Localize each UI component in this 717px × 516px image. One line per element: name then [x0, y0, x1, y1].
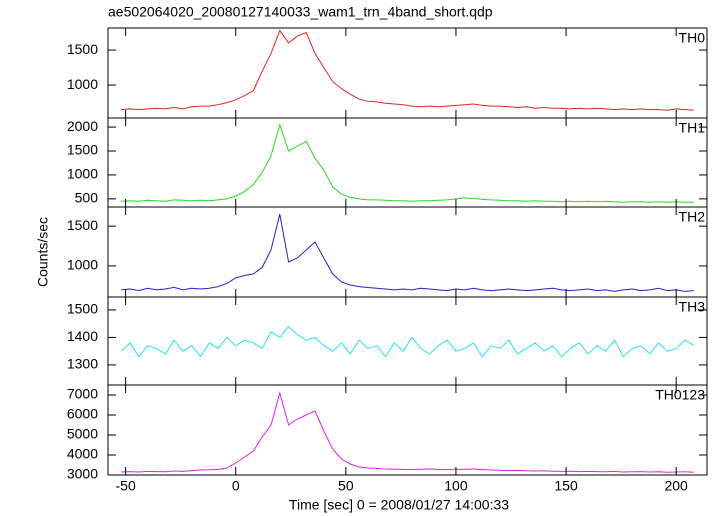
y-tick-label: 1000 — [67, 166, 98, 182]
x-axis-label: Time [sec] 0 = 2008/01/27 14:00:33 — [289, 497, 509, 513]
light-curve — [120, 325, 695, 358]
panel-frame — [107, 27, 708, 119]
y-tick-label: 1500 — [67, 301, 98, 317]
panel-label: TH1 — [679, 120, 706, 136]
y-tick-label: 1500 — [67, 217, 98, 233]
y-axis-label: Counts/sec — [35, 217, 51, 287]
y-tick-label: 3000 — [67, 466, 98, 482]
light-curve — [121, 123, 694, 203]
y-tick-label: 500 — [75, 190, 99, 206]
y-tick-label: 6000 — [67, 406, 98, 422]
panel-label: TH0123 — [655, 387, 705, 403]
panel-frame — [107, 296, 708, 386]
light-curve — [121, 391, 694, 473]
panel-frame — [107, 117, 708, 208]
x-tick-label: 100 — [444, 478, 468, 494]
x-tick-label: 50 — [338, 478, 354, 494]
panel-frame — [107, 384, 708, 476]
panel-label: TH0 — [679, 30, 706, 46]
chart-title: ae502064020_20080127140033_wam1_trn_4ban… — [108, 4, 493, 20]
y-tick-label: 1500 — [67, 142, 98, 158]
y-tick-label: 5000 — [67, 426, 98, 442]
x-tick-label: 0 — [232, 478, 240, 494]
light-curve — [121, 29, 694, 111]
y-tick-label: 1400 — [67, 328, 98, 344]
y-tick-label: 2000 — [67, 118, 98, 134]
y-tick-label: 1500 — [67, 41, 98, 57]
x-tick-label: -50 — [116, 478, 136, 494]
y-tick-label: 4000 — [67, 446, 98, 462]
y-tick-label: 1300 — [67, 356, 98, 372]
panel-frame — [107, 206, 708, 298]
panel-label: TH2 — [679, 209, 706, 225]
light-curve — [121, 214, 694, 292]
y-tick-label: 1000 — [67, 257, 98, 273]
y-tick-label: 1000 — [67, 76, 98, 92]
x-tick-label: 200 — [664, 478, 688, 494]
y-tick-label: 7000 — [67, 386, 98, 402]
x-tick-label: 150 — [554, 478, 578, 494]
panel-label: TH3 — [679, 299, 706, 315]
